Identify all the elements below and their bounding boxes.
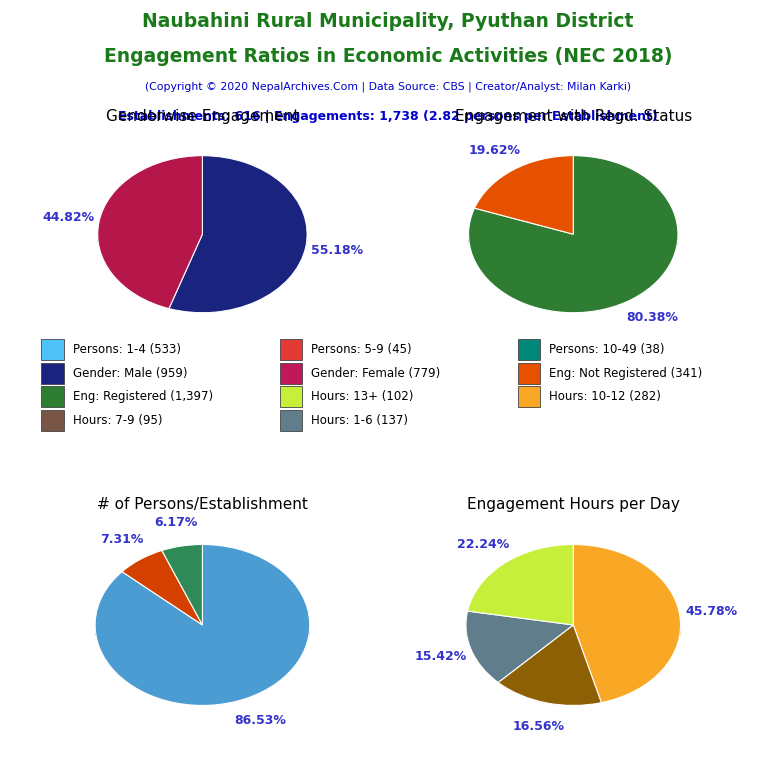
Wedge shape (498, 625, 601, 706)
Text: Gender: Female (779): Gender: Female (779) (311, 367, 440, 380)
Text: 15.42%: 15.42% (414, 650, 467, 664)
Title: Engagement with Regd. Status: Engagement with Regd. Status (455, 109, 692, 124)
Wedge shape (466, 611, 573, 683)
Wedge shape (169, 156, 307, 313)
Text: Hours: 10-12 (282): Hours: 10-12 (282) (549, 390, 661, 403)
Wedge shape (162, 600, 203, 632)
Text: 6.17%: 6.17% (154, 516, 197, 529)
Wedge shape (498, 632, 601, 664)
Text: Eng: Not Registered (341): Eng: Not Registered (341) (549, 367, 702, 380)
FancyBboxPatch shape (280, 339, 303, 360)
Title: # of Persons/Establishment: # of Persons/Establishment (97, 498, 308, 512)
Text: 7.31%: 7.31% (100, 533, 144, 546)
Wedge shape (162, 545, 203, 625)
FancyBboxPatch shape (41, 410, 65, 431)
Wedge shape (468, 210, 678, 273)
Wedge shape (95, 545, 310, 706)
Text: Persons: 1-4 (533): Persons: 1-4 (533) (73, 343, 180, 356)
Text: Hours: 13+ (102): Hours: 13+ (102) (311, 390, 413, 403)
FancyBboxPatch shape (518, 363, 541, 384)
Text: Persons: 10-49 (38): Persons: 10-49 (38) (549, 343, 664, 356)
FancyBboxPatch shape (280, 410, 303, 431)
Wedge shape (98, 210, 203, 271)
Text: 45.78%: 45.78% (686, 604, 737, 617)
Text: Persons: 5-9 (45): Persons: 5-9 (45) (311, 343, 412, 356)
Text: Engagement Ratios in Economic Activities (NEC 2018): Engagement Ratios in Economic Activities… (104, 47, 672, 65)
FancyBboxPatch shape (518, 339, 541, 360)
Title: Engagement Hours per Day: Engagement Hours per Day (467, 498, 680, 512)
Text: 16.56%: 16.56% (512, 720, 564, 733)
FancyBboxPatch shape (518, 386, 541, 407)
FancyBboxPatch shape (41, 339, 65, 360)
Text: Hours: 1-6 (137): Hours: 1-6 (137) (311, 414, 408, 427)
Wedge shape (95, 600, 310, 664)
FancyBboxPatch shape (280, 386, 303, 407)
Wedge shape (122, 602, 203, 632)
Wedge shape (468, 545, 573, 625)
Text: 86.53%: 86.53% (233, 714, 286, 727)
Text: Establishments: 616 | Engagements: 1,738 (2.82 persons per Establishment): Establishments: 616 | Engagements: 1,738… (118, 110, 657, 123)
FancyBboxPatch shape (280, 363, 303, 384)
Text: Eng: Registered (1,397): Eng: Registered (1,397) (73, 390, 213, 403)
Wedge shape (573, 545, 680, 703)
Text: Naubahini Rural Municipality, Pyuthan District: Naubahini Rural Municipality, Pyuthan Di… (142, 12, 634, 31)
Text: Hours: 7-9 (95): Hours: 7-9 (95) (73, 414, 162, 427)
Text: 22.24%: 22.24% (458, 538, 510, 551)
Title: Genderwise Engagement: Genderwise Engagement (106, 109, 299, 124)
Wedge shape (98, 156, 203, 309)
Text: Gender: Male (959): Gender: Male (959) (73, 367, 187, 380)
Wedge shape (573, 600, 680, 663)
Text: 19.62%: 19.62% (468, 144, 521, 157)
Text: (Copyright © 2020 NepalArchives.Com | Data Source: CBS | Creator/Analyst: Milan : (Copyright © 2020 NepalArchives.Com | Da… (145, 81, 631, 92)
Wedge shape (466, 627, 573, 655)
Text: 55.18%: 55.18% (311, 244, 362, 257)
Wedge shape (122, 551, 203, 625)
Wedge shape (468, 600, 573, 632)
Text: 80.38%: 80.38% (626, 311, 678, 324)
Wedge shape (468, 156, 678, 313)
FancyBboxPatch shape (41, 363, 65, 384)
Wedge shape (475, 210, 573, 241)
FancyBboxPatch shape (41, 386, 65, 407)
Text: 44.82%: 44.82% (42, 211, 94, 224)
Wedge shape (475, 156, 573, 234)
Wedge shape (169, 210, 307, 273)
